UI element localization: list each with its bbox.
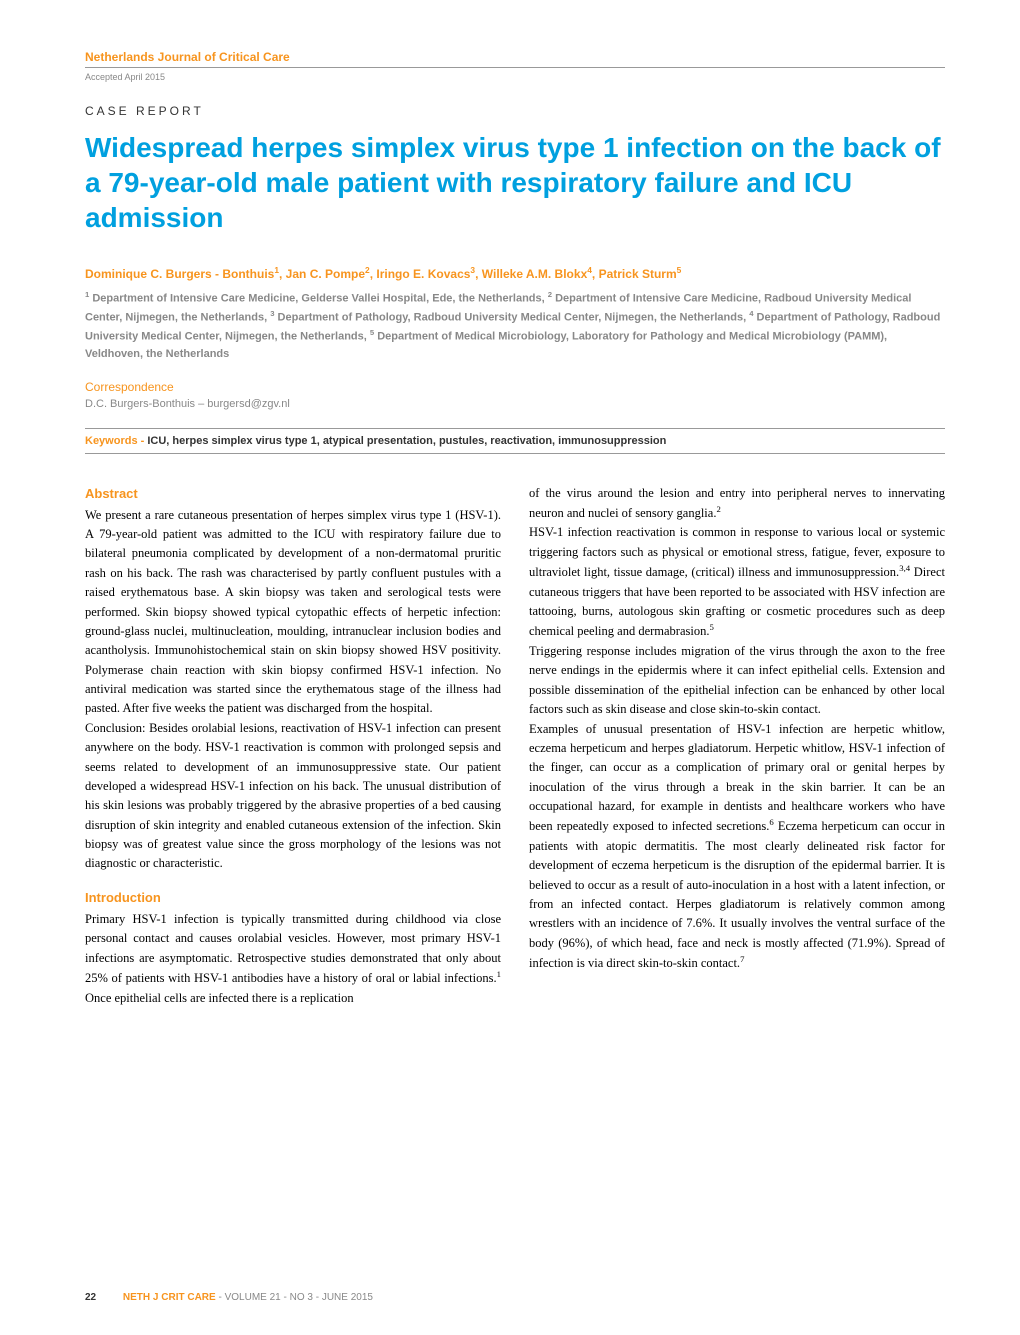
column-right: of the virus around the lesion and entry… bbox=[529, 484, 945, 1008]
accepted-date: Accepted April 2015 bbox=[85, 72, 945, 82]
correspondence-label: Correspondence bbox=[85, 380, 945, 394]
article-type: CASE REPORT bbox=[85, 104, 945, 118]
abstract-body: We present a rare cutaneous presentation… bbox=[85, 506, 501, 874]
keywords-line: Keywords - ICU, herpes simplex virus typ… bbox=[85, 428, 945, 454]
journal-name: Netherlands Journal of Critical Care bbox=[85, 50, 945, 64]
keywords-text: ICU, herpes simplex virus type 1, atypic… bbox=[147, 435, 666, 447]
article-title: Widespread herpes simplex virus type 1 i… bbox=[85, 130, 945, 235]
footer-issue-info: - VOLUME 21 - NO 3 - JUNE 2015 bbox=[216, 1292, 373, 1303]
authors-list: Dominique C. Burgers - Bonthuis1, Jan C.… bbox=[85, 265, 945, 281]
correspondence-text: D.C. Burgers-Bonthuis – burgersd@zgv.nl bbox=[85, 398, 945, 410]
body-columns: Abstract We present a rare cutaneous pre… bbox=[85, 484, 945, 1008]
page-footer: 22 NETH J CRIT CARE - VOLUME 21 - NO 3 -… bbox=[85, 1292, 373, 1303]
affiliations: 1 Department of Intensive Care Medicine,… bbox=[85, 289, 945, 364]
header-divider bbox=[85, 67, 945, 68]
introduction-heading: Introduction bbox=[85, 888, 501, 908]
column-left: Abstract We present a rare cutaneous pre… bbox=[85, 484, 501, 1008]
keywords-label: Keywords - bbox=[85, 435, 147, 447]
page-number: 22 bbox=[85, 1292, 96, 1303]
footer-journal-abbrev: NETH J CRIT CARE bbox=[123, 1292, 216, 1303]
introduction-col2: of the virus around the lesion and entry… bbox=[529, 484, 945, 974]
abstract-heading: Abstract bbox=[85, 484, 501, 504]
introduction-col1: Primary HSV-1 infection is typically tra… bbox=[85, 910, 501, 1008]
